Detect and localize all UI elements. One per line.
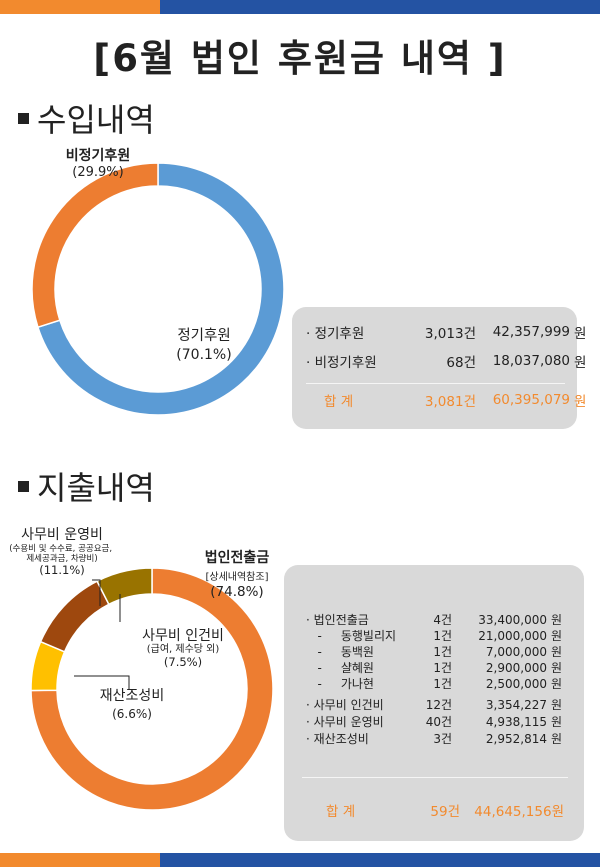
donut-slice-irregular	[31, 162, 159, 329]
bullet-square-icon	[18, 480, 29, 492]
expense-pct-operating: (11.1%)	[39, 563, 85, 577]
income-summary-box: · 정기후원 3,013건 42,357,999 원 · 비정기후원 68건 1…	[292, 307, 586, 429]
expense-sublabel-operating: (수용비 및 수수료, 공공요금, 제세공과금, 차량비)	[9, 543, 115, 564]
divider	[306, 383, 565, 384]
bottom-color-bar	[0, 853, 600, 867]
donut-slice-personnel	[96, 567, 153, 606]
expense-pct-transfer: (74.8%)	[210, 584, 263, 600]
expense-label-personnel: 사무비 인건비	[142, 628, 224, 644]
expense-row: · 재산조성비 3건 2,952,814 원	[306, 731, 563, 747]
donut-slice-operating	[39, 580, 110, 653]
expense-label-transfer: 법인전출금	[205, 549, 270, 566]
expense-sublabel-transfer: [상세내역참조]	[205, 571, 268, 583]
expense-row: - 동행빌리지 1건 21,000,000 원	[306, 628, 563, 644]
top-color-bar	[0, 0, 600, 14]
income-total-row: 합 계 3,081건 60,395,079 원	[324, 392, 587, 410]
expense-pct-personnel: (7.5%)	[164, 655, 202, 669]
income-label-regular: 정기후원	[177, 327, 230, 344]
income-row: · 정기후원 3,013건 42,357,999 원	[306, 324, 587, 342]
bullet-square-icon	[18, 112, 29, 124]
expense-total-row: 합 계 59건 44,645,156원	[326, 803, 564, 820]
expense-row: · 사무비 운영비 40건 4,938,115 원	[306, 714, 563, 730]
expense-summary-box: · 법인전출금 4건 33,400,000 원 - 동행빌리지 1건 21,000,000…	[284, 565, 584, 841]
leader-line-asset	[74, 675, 130, 690]
expense-label-operating: 사무비 운영비	[21, 527, 103, 543]
income-heading-text: 수입내역	[37, 101, 155, 139]
income-heading: 수입내역	[18, 95, 155, 141]
income-label-irregular: 비정기후원	[66, 147, 130, 164]
divider	[302, 777, 568, 778]
expense-sublabel-personnel: (급여, 제수당 외)	[147, 643, 220, 655]
income-pct-irregular: (29.9%)	[72, 165, 123, 180]
donut-slice-regular	[36, 162, 285, 416]
expense-row: - 샬혜원 1건 2,900,000 원	[306, 660, 563, 676]
donut-slice-transfer	[30, 567, 274, 811]
expense-heading-text: 지출내역	[37, 469, 155, 507]
expense-row: - 가나현 1건 2,500,000 원	[306, 676, 563, 692]
expense-label-asset: 재산조성비	[100, 688, 164, 704]
leader-line-operating	[92, 579, 101, 606]
expense-heading: 지출내역	[18, 463, 155, 509]
expense-donut-chart	[30, 567, 274, 811]
income-pct-regular: (70.1%)	[176, 347, 231, 363]
expense-row: · 사무비 인건비 12건 3,354,227 원	[306, 697, 563, 713]
expense-row: · 법인전출금 4건 33,400,000 원	[306, 612, 563, 628]
income-donut-chart	[31, 162, 285, 416]
income-row: · 비정기후원 68건 18,037,080 원	[306, 353, 587, 371]
expense-pct-asset: (6.6%)	[112, 707, 152, 721]
page-title: [6월 법인 후원금 내역 ]	[93, 37, 507, 80]
expense-row: - 동백원 1건 7,000,000 원	[306, 644, 563, 660]
